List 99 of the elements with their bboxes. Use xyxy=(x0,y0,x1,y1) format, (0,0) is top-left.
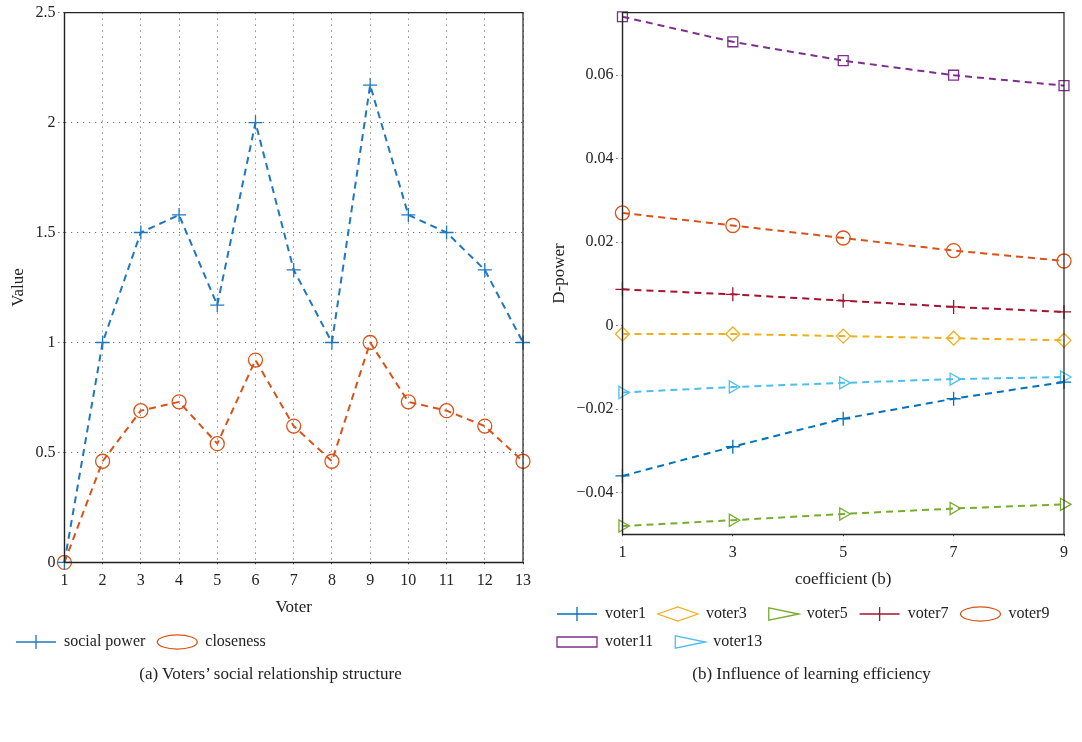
point xyxy=(247,114,264,131)
x-tick-label: 11 xyxy=(438,571,455,589)
point xyxy=(438,403,455,419)
point xyxy=(133,403,149,419)
point xyxy=(835,292,851,309)
y-tick-label: −0.04 xyxy=(576,482,614,500)
point xyxy=(725,286,741,303)
point xyxy=(725,439,741,455)
point xyxy=(728,380,741,394)
point xyxy=(286,418,302,434)
x-tick-label: 5 xyxy=(839,543,848,561)
x-tick-label: 3 xyxy=(728,543,737,561)
point xyxy=(324,334,340,351)
point xyxy=(945,391,962,407)
x-tick-label: 7 xyxy=(949,543,958,561)
point xyxy=(949,372,962,386)
x-tick-label: 12 xyxy=(476,571,493,589)
legend-label: voter9 xyxy=(1008,604,1050,622)
point xyxy=(945,330,962,346)
point xyxy=(835,411,851,427)
point xyxy=(1059,370,1072,384)
x-tick-label: 3 xyxy=(136,571,145,589)
x-tick-label: 7 xyxy=(289,571,298,589)
y-tick-label: 2.5 xyxy=(35,2,56,20)
point xyxy=(727,36,739,48)
x-tick-label: 5 xyxy=(213,571,222,589)
point xyxy=(400,394,416,410)
x-tick-label: 9 xyxy=(366,571,375,589)
point xyxy=(400,207,416,223)
point xyxy=(133,224,149,241)
point xyxy=(362,334,378,351)
legend-label: social power xyxy=(64,632,146,651)
point xyxy=(1056,253,1072,269)
point xyxy=(477,262,493,278)
x-axis-title: Voter xyxy=(275,597,313,617)
point xyxy=(614,326,631,342)
x-axis-title: coefficient (b) xyxy=(794,569,892,589)
text: (b) Influence of learning efficiency xyxy=(691,664,932,684)
x-tick-label: 1 xyxy=(60,571,69,589)
point xyxy=(949,501,962,516)
point xyxy=(835,230,851,246)
x-tick-label: 4 xyxy=(175,571,184,589)
point xyxy=(614,205,631,221)
point xyxy=(618,385,631,400)
point xyxy=(725,217,741,234)
legend-label: voter7 xyxy=(907,604,949,622)
point xyxy=(948,69,960,81)
legend-label: voter13 xyxy=(713,632,763,650)
text: (a) Voters’ social relationship structure xyxy=(138,664,403,684)
x-tick-label: 6 xyxy=(251,571,260,589)
x-tick-label: 2 xyxy=(98,571,107,589)
point xyxy=(286,262,302,278)
x-tick-label: 1 xyxy=(618,543,627,561)
y-tick-label: 2 xyxy=(47,112,56,130)
point xyxy=(835,328,851,344)
point xyxy=(618,519,631,533)
point xyxy=(839,507,851,521)
point xyxy=(94,453,111,469)
y-tick-label: 0.04 xyxy=(585,148,614,166)
point xyxy=(438,224,455,241)
legend-label: voter1 xyxy=(605,604,646,622)
point xyxy=(477,418,493,434)
y-axis-title: Value xyxy=(7,268,27,307)
x-tick-label: 8 xyxy=(327,571,336,589)
x-tick-label: 10 xyxy=(400,571,417,589)
point xyxy=(247,352,264,368)
point xyxy=(616,11,629,23)
point xyxy=(945,299,962,315)
legend-label: voter11 xyxy=(605,632,654,650)
point xyxy=(1056,332,1072,348)
legend-label: voter3 xyxy=(705,604,747,622)
point xyxy=(725,326,741,342)
point xyxy=(94,334,111,351)
y-tick-label: 0 xyxy=(47,552,56,570)
y-tick-label: 0.06 xyxy=(585,65,614,83)
legend-label: closeness xyxy=(205,632,266,650)
point xyxy=(209,297,225,313)
point xyxy=(945,242,962,259)
point xyxy=(209,435,225,452)
point xyxy=(515,453,531,469)
y-tick-label: 1 xyxy=(47,332,56,350)
point xyxy=(837,55,849,67)
point xyxy=(839,376,851,390)
legend-label: voter5 xyxy=(806,604,848,622)
y-tick-label: 0.5 xyxy=(35,442,56,460)
point xyxy=(324,453,340,469)
point xyxy=(1059,497,1072,512)
point xyxy=(171,207,187,223)
point xyxy=(1058,80,1070,92)
y-axis-title: D-power xyxy=(548,242,568,304)
x-tick-label: 9 xyxy=(1060,543,1068,561)
y-tick-label: 0 xyxy=(605,315,614,333)
point xyxy=(362,77,378,93)
point xyxy=(171,394,187,410)
x-tick-label: 13 xyxy=(515,571,531,589)
y-tick-label: 0.02 xyxy=(585,232,614,250)
point xyxy=(728,513,741,527)
y-tick-label: −0.02 xyxy=(576,399,614,417)
y-tick-label: 1.5 xyxy=(35,222,56,240)
